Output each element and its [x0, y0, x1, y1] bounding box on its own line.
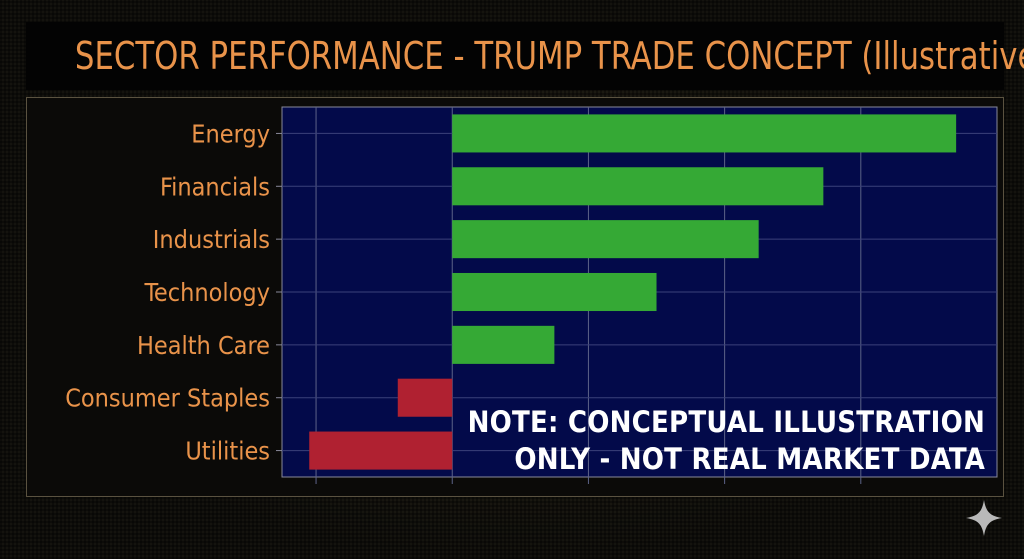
category-label: Industrials [153, 225, 270, 254]
bar-industrials [452, 220, 759, 259]
category-label: Financials [160, 172, 270, 201]
note-line-2: ONLY - NOT REAL MARKET DATA [514, 442, 985, 476]
bar-consumer-staples [397, 378, 453, 417]
category-label: Utilities [185, 437, 270, 466]
category-label: Health Care [137, 331, 270, 360]
category-label: Energy [191, 119, 270, 148]
note-line-1: NOTE: CONCEPTUAL ILLUSTRATION [467, 405, 985, 439]
title-bar: SECTOR PERFORMANCE - TRUMP TRADE CONCEPT… [26, 22, 1024, 90]
category-label: Consumer Staples [65, 384, 270, 413]
category-label: Technology [143, 278, 270, 307]
bar-health-care [452, 325, 555, 364]
disclaimer-note: NOTE: CONCEPTUAL ILLUSTRATION ONLY - NOT… [468, 404, 985, 478]
bar-utilities [309, 431, 453, 470]
bar-technology [452, 272, 657, 312]
bar-financials [452, 167, 824, 206]
sparkle-icon [966, 500, 1002, 536]
bar-energy [452, 114, 957, 153]
chart-title: SECTOR PERFORMANCE - TRUMP TRADE CONCEPT… [74, 34, 1024, 78]
